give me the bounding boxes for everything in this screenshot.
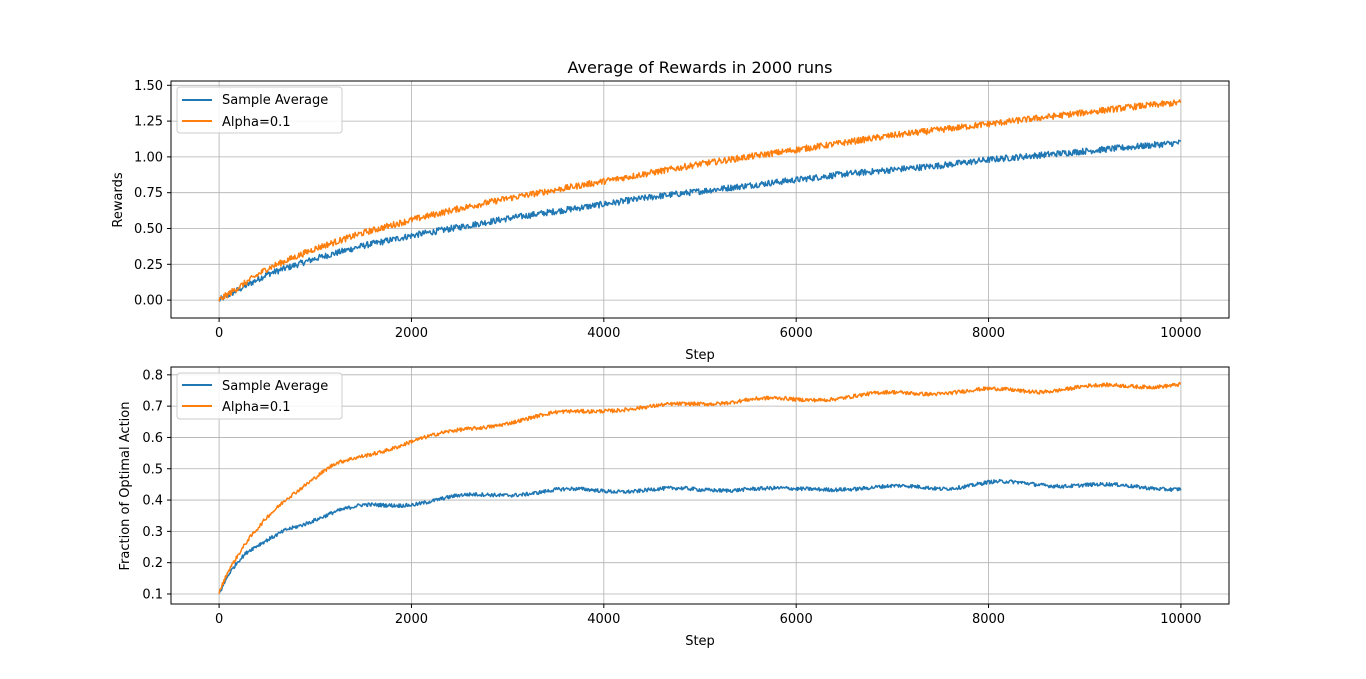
optimal-action-legend-label-alpha: Alpha=0.1 [222, 400, 291, 415]
optimal-action-series-line-1 [218, 381, 1182, 594]
optimal-action-y-tick-label-0: 0.1 [142, 587, 163, 602]
optimal-action-y-tick-label-1: 0.2 [142, 556, 163, 571]
rewards-x-tick-label-1: 2000 [395, 326, 428, 341]
rewards-series-lines [218, 99, 1182, 302]
rewards-y-axis-label: Rewards [111, 172, 126, 227]
rewards-x-tick-label-3: 6000 [780, 326, 813, 341]
rewards-x-tick-label-4: 8000 [972, 326, 1005, 341]
rewards-x-axis-label: Step [685, 348, 715, 363]
optimal-action-y-axis-label: Fraction of Optimal Action [118, 402, 133, 571]
rewards-chart-title: Average of Rewards in 2000 runs [568, 58, 833, 77]
optimal-action-legend-label-sample-average: Sample Average [222, 379, 328, 394]
rewards-grid [171, 81, 1229, 318]
rewards-plot-frame [170, 80, 1230, 319]
rewards-legend-label-alpha: Alpha=0.1 [222, 115, 291, 130]
optimal-action-x-tick-label-3: 6000 [780, 612, 813, 627]
rewards-x-tick-label-0: 0 [215, 326, 223, 341]
optimal-action-series-lines [218, 381, 1182, 594]
optimal-action-x-tick-label-2: 4000 [587, 612, 620, 627]
optimal-action-y-tick-label-4: 0.5 [142, 462, 163, 477]
optimal-action-x-ticks: 0 2000 4000 6000 8000 10000 [215, 604, 1202, 627]
rewards-y-tick-label-0: 0.00 [134, 294, 163, 309]
optimal-action-y-tick-label-3: 0.4 [142, 494, 163, 509]
rewards-y-tick-label-2: 0.50 [134, 222, 163, 237]
rewards-x-tick-label-2: 4000 [587, 326, 620, 341]
rewards-series-line-0 [218, 139, 1182, 302]
optimal-action-y-tick-label-7: 0.8 [142, 368, 163, 383]
rewards-x-ticks: 0 2000 4000 6000 8000 10000 [215, 318, 1202, 341]
rewards-y-tick-label-3: 0.75 [134, 186, 163, 201]
rewards-series-line-1 [218, 99, 1182, 302]
rewards-legend: Sample Average Alpha=0.1 [176, 86, 343, 134]
rewards-y-tick-label-6: 1.50 [134, 79, 163, 94]
optimal-action-grid [171, 367, 1229, 604]
optimal-action-plot-frame [170, 366, 1230, 605]
rewards-x-tick-label-5: 10000 [1160, 326, 1201, 341]
optimal-action-series-line-0 [218, 478, 1182, 594]
optimal-action-y-ticks: 0.1 0.2 0.3 0.4 0.5 0.6 0.7 0.8 [142, 368, 171, 602]
optimal-action-x-tick-label-0: 0 [215, 612, 223, 627]
optimal-action-x-tick-label-4: 8000 [972, 612, 1005, 627]
optimal-action-x-axis-label: Step [685, 634, 715, 649]
optimal-action-x-tick-label-1: 2000 [395, 612, 428, 627]
optimal-action-y-tick-label-6: 0.7 [142, 400, 163, 415]
optimal-action-y-tick-label-5: 0.6 [142, 431, 163, 446]
rewards-legend-label-sample-average: Sample Average [222, 93, 328, 108]
optimal-action-subplot: 0 2000 4000 6000 8000 10000 0.10.20.30.40.50.… [118, 366, 1230, 649]
optimal-action-x-tick-label-5: 10000 [1160, 612, 1201, 627]
optimal-action-y-tick-label-2: 0.3 [142, 525, 163, 540]
rewards-y-tick-label-4: 1.00 [134, 150, 163, 165]
rewards-y-tick-label-5: 1.25 [134, 115, 163, 130]
optimal-action-legend: Sample Average Alpha=0.1 [176, 372, 343, 420]
optimal-action-legend-box [176, 372, 343, 420]
rewards-y-tick-label-1: 0.25 [134, 258, 163, 273]
rewards-legend-box [176, 86, 343, 134]
rewards-subplot: Average of Rewards in 2000 runs 0 2000 400… [111, 58, 1230, 363]
rewards-y-ticks: 0.00 0.25 0.50 0.75 1.00 1.25 1.50 [134, 79, 171, 309]
